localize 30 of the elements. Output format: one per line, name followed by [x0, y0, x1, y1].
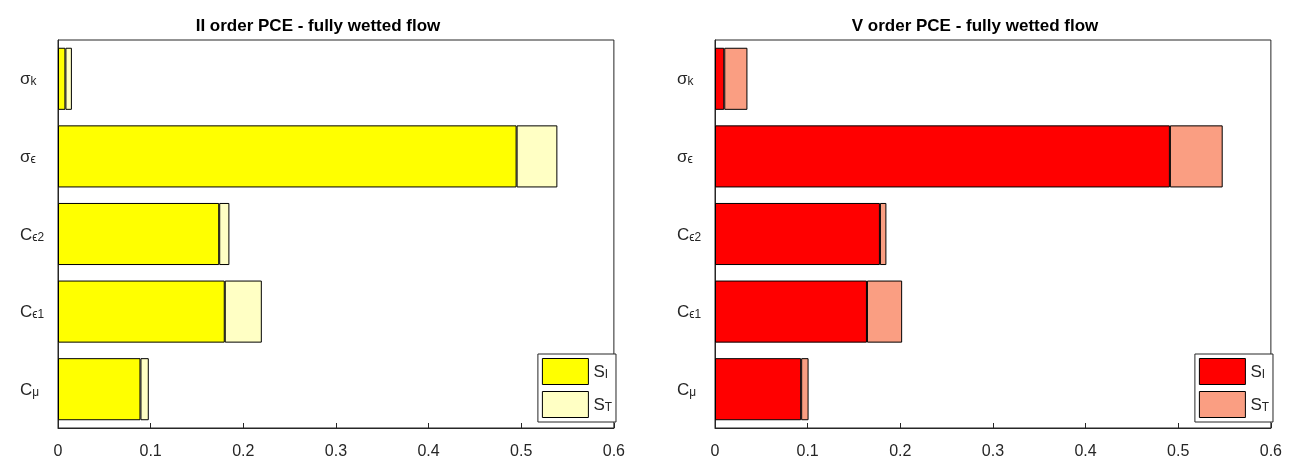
- x-tick-label: 0.4: [417, 441, 440, 459]
- legend-label: SI: [1250, 362, 1266, 381]
- x-tick-label: 0.3: [981, 441, 1005, 459]
- y-tick-label: σϵ: [677, 146, 693, 166]
- y-tick-label: Cϵ2: [677, 224, 702, 244]
- chart-title: II order PCE - fully wetted flow: [195, 16, 442, 35]
- legend-label: SI: [593, 362, 609, 381]
- y-tick-label: σk: [677, 69, 694, 89]
- x-tick-label: 0.6: [602, 441, 626, 459]
- y-tick-label: Cϵ1: [677, 302, 702, 322]
- legend-label: ST: [593, 395, 612, 414]
- x-tick-label: 0: [53, 441, 63, 459]
- x-tick-label: 0.2: [232, 441, 255, 459]
- x-tick-label: 0: [710, 441, 720, 459]
- y-tick-label: σϵ: [20, 146, 36, 166]
- y-tick-label: Cμ: [677, 379, 697, 399]
- legend-label: ST: [1250, 395, 1269, 414]
- x-tick-label: 0.5: [1167, 441, 1190, 459]
- x-tick-label: 0.3: [324, 441, 348, 459]
- x-tick-label: 0.1: [139, 441, 162, 459]
- x-tick-label: 0.4: [1074, 441, 1097, 459]
- y-tick-label: Cϵ1: [20, 302, 45, 322]
- y-tick-label: σk: [20, 69, 37, 89]
- x-tick-label: 0.5: [510, 441, 533, 459]
- x-tick-label: 0.6: [1259, 441, 1283, 459]
- y-tick-label: Cμ: [20, 379, 40, 399]
- chart-title: V order PCE - fully wetted flow: [851, 16, 1100, 35]
- y-tick-label: Cϵ2: [20, 224, 45, 244]
- x-tick-label: 0.2: [889, 441, 912, 459]
- x-tick-label: 0.1: [796, 441, 819, 459]
